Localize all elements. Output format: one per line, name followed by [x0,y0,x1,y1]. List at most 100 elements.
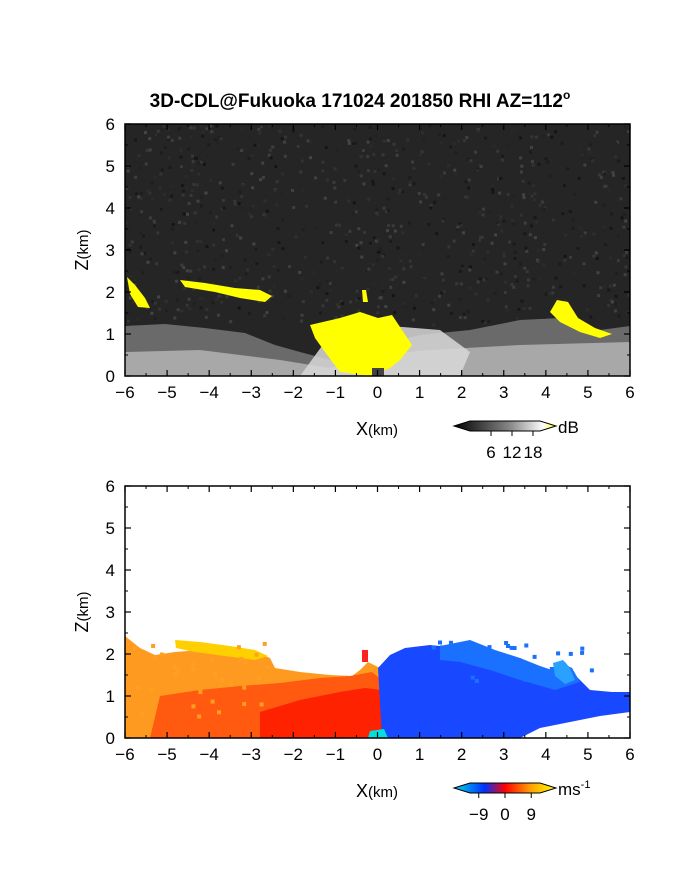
snr-noise-pixel [432,247,436,251]
velocity-scatter-pixel [190,662,195,667]
snr-noise-pixel [498,177,502,181]
snr-noise-pixel [361,149,365,152]
snr-noise-pixel [277,241,281,245]
snr-noise-pixel [256,285,260,289]
snr-noise-pixel [180,309,184,313]
snr-xtick-label: 2 [457,383,466,402]
snr-noise-pixel [236,147,240,151]
snr-noise-pixel [478,211,482,215]
snr-noise-pixel [233,279,237,283]
snr-noise-pixel [357,309,361,313]
snr-noise-pixel [622,213,626,217]
snr-noise-pixel [558,262,562,266]
snr-noise-pixel [257,247,261,251]
snr-noise-pixel [467,186,471,190]
velocity-xtick-label: −3 [242,745,261,764]
velocity-scatter-pixel [546,670,551,675]
snr-noise-pixel [133,278,136,282]
snr-yellow-layer-right [550,300,612,338]
snr-noise-pixel [402,147,406,151]
snr-noise-pixel [212,221,215,225]
snr-noise-pixel [176,270,180,274]
snr-noise-pixel [376,258,380,262]
snr-noise-pixel [592,254,596,258]
snr-noise-pixel [524,246,528,250]
snr-noise-pixel [203,265,206,269]
snr-noise-pixel [127,224,131,228]
snr-noise-pixel [388,278,392,282]
snr-noise-pixel [150,181,154,185]
velocity-scatter-pixel [236,645,241,650]
snr-noise-pixel [139,192,143,196]
snr-noise-pixel [421,243,425,246]
snr-noise-pixel [554,276,558,280]
snr-noise-pixel [525,270,529,274]
snr-noise-pixel [309,156,313,160]
velocity-scatter-pixel [243,660,248,665]
snr-noise-pixel [200,204,203,208]
snr-noise-pixel [424,195,428,199]
snr-noise-pixel [352,201,356,205]
snr-noise-pixel [135,157,139,161]
velocity-scatter-pixel [522,677,527,682]
velocity-scatter-pixel [229,682,233,687]
snr-noise-pixel [309,140,313,144]
snr-noise-pixel [195,183,199,187]
snr-noise-pixel [454,151,458,155]
snr-noise-pixel [519,213,523,217]
snr-noise-pixel [624,125,627,129]
snr-noise-pixel [422,137,426,141]
snr-noise-pixel [441,219,445,223]
velocity-scatter-pixel [524,643,529,648]
snr-noise-pixel [508,240,512,244]
velocity-scatter-pixel [477,658,481,663]
snr-noise-pixel [360,255,364,259]
snr-noise-pixel [616,140,620,144]
snr-noise-pixel [541,134,545,138]
velocity-xtick-label: −6 [115,745,134,764]
snr-noise-pixel [366,169,370,173]
snr-noise-pixel [367,197,371,201]
snr-noise-pixel [126,207,130,211]
snr-noise-pixel [292,206,296,209]
velocity-heatmap [125,486,630,738]
snr-noise-pixel [548,174,552,178]
snr-noise-pixel [173,316,177,320]
snr-noise-pixel [563,258,567,262]
snr-noise-pixel [491,190,495,194]
snr-noise-pixel [300,313,304,317]
snr-noise-pixel [603,172,607,176]
snr-noise-pixel [195,274,199,278]
velocity-scatter-pixel [176,669,181,674]
snr-noise-pixel [586,308,589,312]
snr-noise-pixel [271,247,275,251]
snr-noise-pixel [437,133,441,137]
velocity-scatter-pixel [449,640,453,645]
snr-noise-pixel [184,240,188,244]
snr-noise-pixel [221,199,225,202]
snr-noise-pixel [139,196,143,200]
snr-noise-pixel [185,269,189,273]
velocity-scatter-pixel [549,667,554,671]
snr-heatmap [125,124,630,376]
snr-noise-pixel [440,291,444,295]
snr-noise-pixel [495,270,499,274]
snr-noise-pixel [306,139,310,143]
snr-noise-pixel [627,130,630,134]
snr-noise-pixel [449,145,453,149]
snr-noise-pixel [513,251,517,254]
snr-noise-pixel [516,163,520,167]
snr-noise-pixel [506,128,509,132]
snr-noise-pixel [190,154,194,158]
snr-noise-pixel [347,141,351,145]
snr-noise-pixel [340,266,344,270]
snr-noise-pixel [382,172,386,176]
snr-noise-pixel [476,166,480,170]
snr-noise-pixel [220,207,224,211]
snr-noise-pixel [353,127,356,131]
snr-noise-pixel [452,142,456,145]
snr-noise-pixel [610,212,614,216]
snr-noise-pixel [614,155,618,159]
snr-noise-pixel [310,290,313,293]
